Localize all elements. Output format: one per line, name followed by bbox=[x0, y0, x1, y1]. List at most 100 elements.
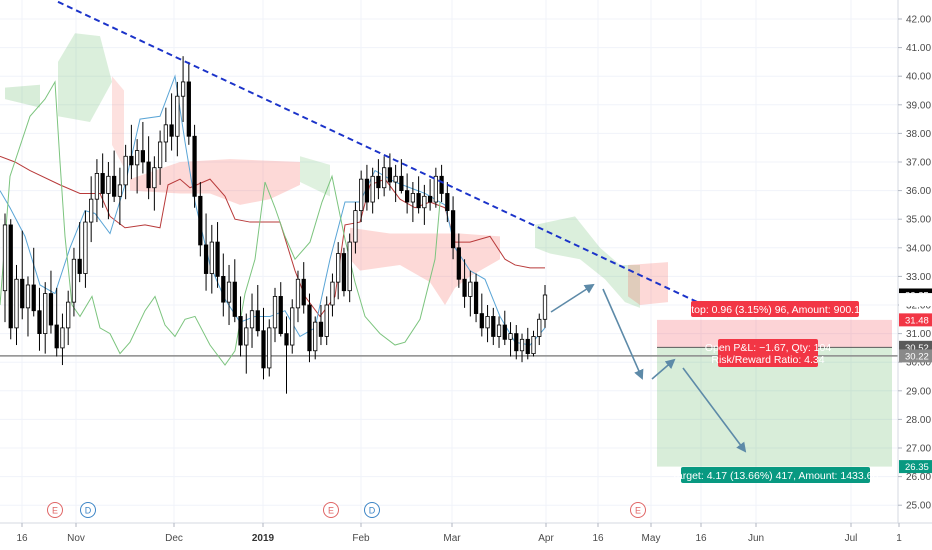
candle-down bbox=[284, 333, 289, 346]
candle-up bbox=[163, 124, 168, 143]
time-tick-label: 2019 bbox=[252, 533, 275, 544]
candle-down bbox=[479, 313, 484, 329]
projection-arrow[interactable] bbox=[550, 283, 595, 313]
time-tick-label: Apr bbox=[538, 533, 554, 544]
price-tick-label: 35.00 bbox=[906, 215, 931, 226]
candle-up bbox=[353, 210, 358, 243]
price-tick-label: 41.00 bbox=[906, 43, 931, 54]
price-tick-label: 33.00 bbox=[906, 272, 931, 283]
candle-down bbox=[462, 278, 467, 297]
candle-up bbox=[226, 281, 232, 303]
candle-down bbox=[456, 247, 461, 280]
event-marker-dividend[interactable] bbox=[80, 502, 96, 518]
price-badge-bg bbox=[899, 313, 932, 327]
event-marker-letter: E bbox=[328, 506, 334, 516]
candle-down bbox=[31, 284, 36, 312]
price-badge: 31.48 bbox=[905, 315, 929, 326]
candle-up bbox=[71, 258, 77, 303]
price-tick-label: 25.00 bbox=[906, 501, 931, 512]
time-tick-label: 16 bbox=[695, 533, 707, 544]
candle-up bbox=[43, 293, 48, 334]
candle-down bbox=[491, 316, 496, 337]
event-marker-earnings[interactable] bbox=[47, 502, 63, 518]
short-position-tool[interactable] bbox=[657, 319, 892, 467]
candle-up bbox=[537, 318, 542, 337]
candle-down bbox=[399, 175, 404, 192]
time-tick-label: Nov bbox=[67, 533, 85, 544]
candle-up bbox=[123, 155, 128, 186]
candle-down bbox=[341, 253, 347, 292]
price-tick-label: 38.00 bbox=[906, 129, 931, 140]
candle-up bbox=[14, 278, 19, 329]
time-axis[interactable]: 16 Nov Dec 2019 Feb Mar Apr 16 May 16 Jun Jul 1 bbox=[0, 522, 932, 550]
cloud-red-segment bbox=[628, 262, 668, 305]
candle-down bbox=[20, 278, 25, 309]
projection-arrow[interactable] bbox=[651, 358, 676, 380]
candle-up bbox=[135, 150, 140, 166]
time-tick-label: 16 bbox=[16, 533, 28, 544]
candle-up bbox=[180, 81, 186, 97]
candle-up bbox=[485, 316, 490, 329]
cloud-red-segment bbox=[112, 76, 124, 168]
target-label: Target: 4.17 (13.66%) 417, Amount: 1433.… bbox=[672, 470, 879, 482]
cloud-green-segment bbox=[5, 84, 40, 108]
price-badge: 30.22 bbox=[905, 351, 929, 362]
candle-up bbox=[370, 175, 375, 203]
candle-down bbox=[140, 150, 145, 163]
price-tick-label: 37.00 bbox=[906, 158, 931, 169]
price-badge-bg bbox=[899, 349, 932, 363]
candle-down bbox=[129, 155, 134, 166]
candle-down bbox=[232, 281, 237, 317]
position-labels: Stop: 0.96 (3.15%) 96, Amount: 900.16 Ope… bbox=[672, 301, 879, 483]
candle-up bbox=[347, 241, 352, 292]
price-badge-bg bbox=[899, 293, 932, 307]
drawings[interactable] bbox=[57, 0, 747, 453]
time-tick-label: Jul bbox=[845, 533, 858, 544]
candle-down bbox=[450, 210, 456, 249]
candle-down bbox=[307, 304, 312, 352]
target-zone[interactable] bbox=[657, 347, 892, 467]
candle-up bbox=[382, 167, 387, 189]
event-marker-letter: E bbox=[52, 506, 58, 516]
candle-up bbox=[531, 336, 536, 355]
price-tick-label: 26.00 bbox=[906, 472, 931, 483]
price-tick-label: 28.00 bbox=[906, 415, 931, 426]
price-tick-label: 39.00 bbox=[906, 100, 931, 111]
projection-arrow[interactable] bbox=[682, 367, 747, 453]
ichimoku-cloud bbox=[5, 33, 668, 308]
event-marker-earnings[interactable] bbox=[630, 502, 646, 518]
candle-up bbox=[89, 198, 94, 223]
dashed-trendline[interactable] bbox=[57, 0, 729, 318]
candle-up bbox=[157, 141, 163, 169]
candle-down bbox=[261, 330, 266, 369]
candle-down bbox=[203, 244, 209, 274]
candle-up bbox=[25, 284, 31, 309]
projection-arrow[interactable] bbox=[602, 288, 644, 380]
candle-up bbox=[508, 333, 513, 340]
time-tick-label: May bbox=[642, 533, 661, 544]
time-tick-label: Mar bbox=[443, 533, 461, 544]
candle-up bbox=[496, 324, 502, 337]
candle-down bbox=[514, 333, 519, 352]
candle-up bbox=[66, 301, 71, 329]
price-badge-bg bbox=[899, 460, 932, 474]
event-marker-earnings[interactable] bbox=[323, 502, 339, 518]
candle-up bbox=[468, 281, 473, 297]
candle-up bbox=[422, 195, 427, 209]
candle-up bbox=[152, 167, 157, 189]
candle-down bbox=[502, 324, 507, 340]
price-tick-label: 30.00 bbox=[906, 358, 931, 369]
candle-down bbox=[37, 310, 42, 335]
price-tick-label: 40.00 bbox=[906, 72, 931, 83]
event-marker-letter: D bbox=[85, 506, 92, 516]
candle-down bbox=[48, 293, 54, 326]
event-marker-dividend[interactable] bbox=[364, 502, 380, 518]
candle-up bbox=[83, 221, 88, 274]
price-axis[interactable]: 42.00 41.00 40.00 39.00 38.00 37.00 36.00 35.00… bbox=[897, 0, 932, 550]
candle-down bbox=[100, 173, 105, 194]
candle-up bbox=[330, 281, 335, 306]
price-badge: 30.52 bbox=[905, 343, 929, 354]
candle-down bbox=[146, 161, 151, 189]
